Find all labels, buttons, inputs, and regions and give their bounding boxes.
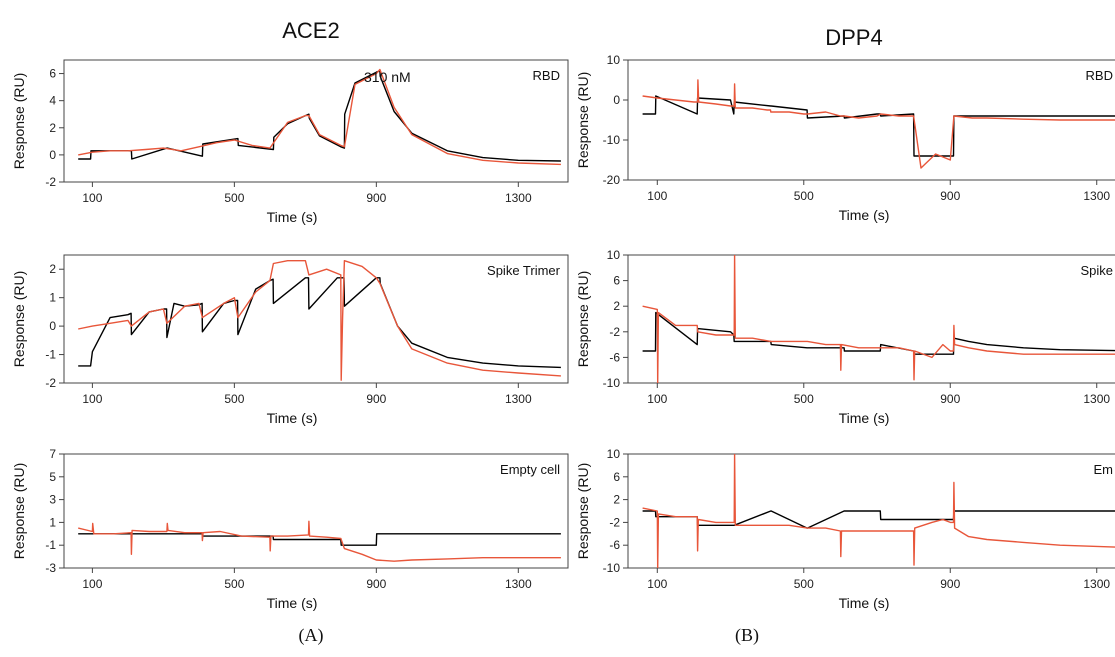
y-tick-label: 2 [49, 262, 56, 276]
y-tick-label: 1 [49, 515, 56, 529]
chart-panel: 100 500 900 1300 -10 -6 -2 2 6 10 Time (s) Response… [575, 248, 1115, 426]
y-tick-label: -10 [603, 561, 621, 575]
y-tick-label: -10 [603, 133, 621, 147]
panel-label: Spike [1080, 263, 1113, 278]
measured-series-line [642, 454, 1115, 568]
y-axis-label: Response (RU) [11, 463, 27, 559]
subfigure-label-b: (B) [735, 625, 759, 646]
panel-label: Empty cell [500, 462, 560, 477]
chart-panel: 100 500 900 1300 -3 -1 1 3 5 7 Time (s) Response (R… [11, 447, 569, 611]
y-tick-label: -6 [609, 350, 620, 364]
concentration-label: 310 nM [364, 69, 411, 85]
measured-series-line [642, 79, 1115, 169]
panel-label: RBD [533, 68, 560, 83]
y-axis-label: Response (RU) [575, 271, 591, 367]
y-tick-label: 2 [613, 299, 620, 313]
y-tick-label: 2 [49, 121, 56, 135]
y-tick-label: -10 [603, 376, 621, 390]
x-tick-label: 500 [224, 577, 244, 591]
y-tick-label: -1 [45, 348, 56, 362]
panel-label: RBD [1086, 68, 1113, 83]
x-axis-label: Time (s) [267, 595, 318, 611]
y-axis-label: Response (RU) [11, 271, 27, 367]
model-series-line [642, 311, 1115, 355]
column-title-dpp4: DPP4 [825, 25, 882, 50]
y-tick-label: -1 [45, 538, 56, 552]
plot-frame [63, 59, 569, 183]
y-tick-label: 10 [607, 53, 621, 67]
x-axis-label: Time (s) [839, 410, 890, 426]
y-tick-label: -2 [45, 175, 56, 189]
y-tick-label: 4 [49, 94, 56, 108]
chart-panel: 100 500 900 1300 -20 -10 0 10 Time (s) Response (… [575, 53, 1115, 223]
y-tick-label: 10 [607, 248, 621, 262]
chart-panel: 100 500 900 1300 -2 0 2 4 6 Time (s) Response (RU)… [11, 59, 569, 225]
y-tick-label: 3 [49, 493, 56, 507]
x-tick-label: 500 [224, 392, 244, 406]
x-tick-label: 1300 [1083, 189, 1110, 203]
x-tick-label: 900 [940, 189, 960, 203]
x-tick-label: 900 [940, 577, 960, 591]
y-tick-label: 0 [49, 319, 56, 333]
x-axis-label: Time (s) [839, 595, 890, 611]
x-tick-label: 1300 [505, 191, 532, 205]
x-tick-label: 1300 [1083, 392, 1110, 406]
y-axis-label: Response (RU) [575, 72, 591, 168]
x-axis-label: Time (s) [267, 209, 318, 225]
plot-frame [627, 254, 1115, 384]
x-axis-label: Time (s) [267, 410, 318, 426]
x-tick-label: 900 [366, 191, 386, 205]
plot-frame [63, 453, 569, 569]
y-tick-label: 1 [49, 291, 56, 305]
plot-frame [63, 254, 569, 384]
column-title-ace2: ACE2 [282, 18, 339, 43]
x-tick-label: 500 [794, 392, 814, 406]
subfigure-label-a: (A) [299, 625, 324, 646]
x-tick-label: 900 [940, 392, 960, 406]
chart-panel: 100 500 900 1300 -10 -6 -2 2 6 10 Time (s) Response… [575, 447, 1115, 611]
measured-series-line [78, 520, 561, 562]
x-tick-label: 100 [647, 392, 667, 406]
x-tick-label: 100 [647, 189, 667, 203]
panel-label: Em [1094, 462, 1114, 477]
y-tick-label: 6 [613, 274, 620, 288]
y-tick-label: 5 [49, 470, 56, 484]
panel-label: Spike Trimer [487, 263, 561, 278]
x-tick-label: 500 [794, 577, 814, 591]
y-axis-label: Response (RU) [575, 463, 591, 559]
y-tick-label: -6 [609, 538, 620, 552]
x-tick-label: 1300 [505, 392, 532, 406]
measured-series-line [78, 68, 561, 166]
y-tick-label: 6 [49, 67, 56, 81]
x-tick-label: 900 [366, 392, 386, 406]
y-tick-label: 0 [613, 93, 620, 107]
y-tick-label: -20 [603, 173, 621, 187]
y-tick-label: -3 [45, 561, 56, 575]
x-tick-label: 100 [82, 577, 102, 591]
model-series-line [642, 95, 1115, 157]
x-tick-label: 1300 [1083, 577, 1110, 591]
y-tick-label: 7 [49, 447, 56, 461]
x-tick-label: 100 [647, 577, 667, 591]
chart-panel: 100 500 900 1300 -2 -1 0 1 2 Time (s) Response (RU… [11, 254, 569, 426]
x-tick-label: 1300 [505, 577, 532, 591]
y-tick-label: -2 [609, 325, 620, 339]
x-tick-label: 500 [794, 189, 814, 203]
y-tick-label: 0 [49, 148, 56, 162]
x-tick-label: 900 [366, 577, 386, 591]
y-tick-label: -2 [609, 515, 620, 529]
x-tick-label: 100 [82, 392, 102, 406]
y-tick-label: 10 [607, 447, 621, 461]
y-tick-label: -2 [45, 376, 56, 390]
model-series-line [78, 277, 561, 369]
x-axis-label: Time (s) [839, 207, 890, 223]
x-tick-label: 500 [224, 191, 244, 205]
y-tick-label: 2 [613, 493, 620, 507]
y-tick-label: 6 [613, 470, 620, 484]
measured-series-line [642, 255, 1115, 383]
y-axis-label: Response (RU) [11, 73, 27, 169]
measured-series-line [78, 260, 561, 381]
x-tick-label: 100 [82, 191, 102, 205]
